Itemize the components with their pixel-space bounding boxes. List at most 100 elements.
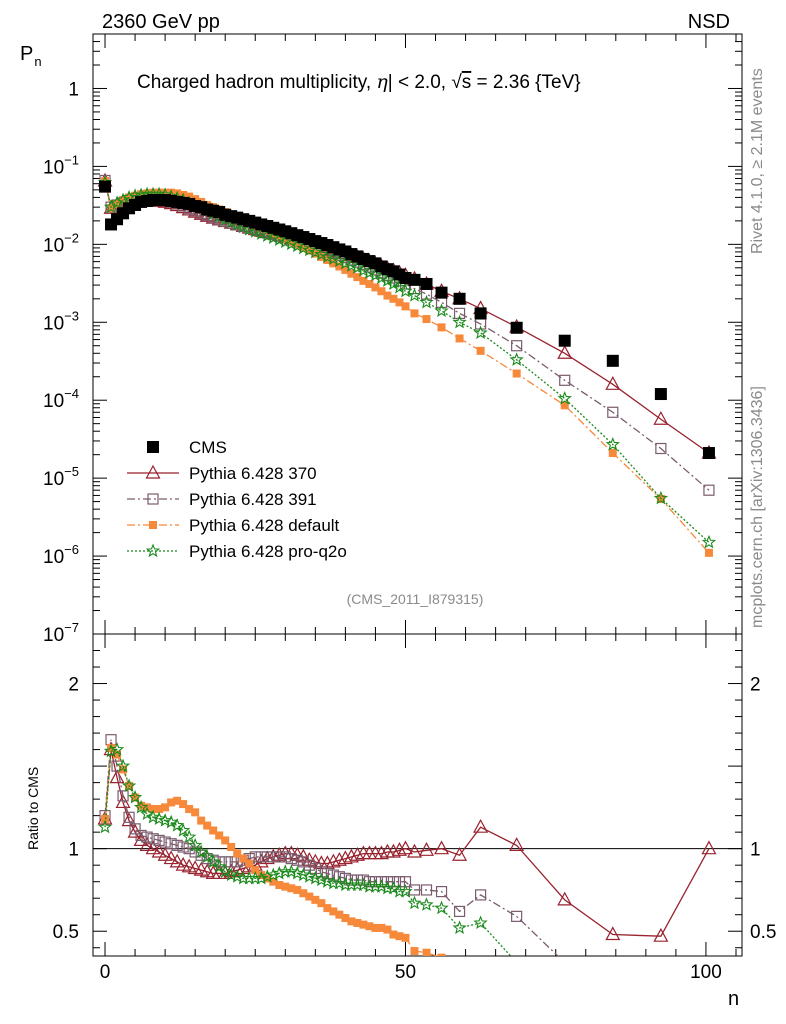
data-point-pythia-6-428-370 (253, 853, 269, 868)
data-point-pythia-6-428-default (311, 895, 320, 904)
data-point-pythia-6-428-370 (557, 345, 573, 359)
data-point-pythia-6-428-pro-q2o (278, 234, 293, 249)
data-point-pythia-6-428-370 (605, 376, 621, 390)
data-point-pythia-6-428-default (251, 866, 260, 875)
data-point-pythia-6-428-370 (349, 847, 365, 861)
data-point-pythia-6-428-370 (331, 851, 347, 866)
data-point-pythia-6-428-370 (109, 769, 125, 784)
data-point-pythia-6-428-pro-q2o (260, 869, 275, 883)
data-point-pythia-6-428-pro-q2o (338, 255, 353, 270)
legend-item-pythia-6-428-391: Pythia 6.428 391 (127, 490, 317, 509)
legend-item-pythia-6-428-pro-q2o: Pythia 6.428 pro-q2o (127, 542, 347, 561)
data-point-pythia-6-428-default (560, 401, 569, 410)
data-point-pythia-6-428-391 (511, 910, 523, 922)
data-point-pythia-6-428-pro-q2o (326, 251, 341, 265)
main-x-axis (104, 34, 737, 634)
data-point-pythia-6-428-pro-q2o (139, 806, 155, 821)
data-point-pythia-6-428-default (395, 298, 404, 307)
data-point-pythia-6-428-370 (473, 818, 489, 833)
data-point-pythia-6-428-370 (157, 847, 173, 861)
y-tick-label: 1 (68, 79, 79, 100)
data-point-pythia-6-428-pro-q2o (302, 242, 317, 257)
data-point-pythia-6-428-pro-q2o (284, 864, 299, 878)
data-point-pythia-6-428-default (341, 265, 350, 274)
data-point-pythia-6-428-pro-q2o (254, 226, 269, 240)
data-point-pythia-6-428-391 (129, 823, 141, 835)
data-point-pythia-6-428-370 (163, 850, 179, 865)
data-point-pythia-6-428-default (437, 323, 446, 332)
data-point-pythia-6-428-370 (145, 840, 161, 855)
data-point-pythia-6-428-391 (159, 836, 171, 848)
data-point-pythia-6-428-391 (261, 851, 273, 863)
data-point-pythia-6-428-pro-q2o (350, 260, 365, 274)
data-point-pythia-6-428-default (197, 816, 206, 825)
data-point-pythia-6-428-default (365, 922, 374, 931)
data-point-pythia-6-428-370 (337, 850, 353, 865)
legend-label: Pythia 6.428 pro-q2o (189, 542, 347, 561)
data-point-pythia-6-428-default (239, 854, 248, 863)
data-point-pythia-6-428-370 (605, 926, 621, 941)
data-point-pythia-6-428-pro-q2o (374, 879, 389, 893)
data-point-pythia-6-428-pro-q2o (127, 188, 143, 202)
data-point-pythia-6-428-default (185, 805, 194, 814)
data-point-pythia-6-428-default (389, 930, 398, 939)
data-point-pythia-6-428-pro-q2o (473, 325, 488, 340)
data-point-pythia-6-428-370 (701, 840, 717, 855)
x-tick-label: 0 (100, 962, 111, 983)
data-point-pythia-6-428-pro-q2o (386, 276, 401, 291)
data-point-pythia-6-428-default (221, 836, 230, 845)
data-point-pythia-6-428-default (383, 291, 392, 300)
data-point-pythia-6-428-pro-q2o (419, 294, 434, 309)
data-point-pythia-6-428-pro-q2o (308, 870, 323, 885)
data-point-pythia-6-428-pro-q2o (332, 875, 347, 890)
data-point-pythia-6-428-pro-q2o (392, 279, 407, 294)
analysis-id: (CMS_2011_I879315) (347, 591, 484, 607)
data-point-pythia-6-428-default (293, 885, 302, 894)
ratio-ylabel: Ratio to CMS (25, 767, 41, 850)
data-point-pythia-6-428-default (299, 243, 308, 252)
data-point-pythia-6-428-default (137, 801, 146, 810)
data-point-pythia-6-428-default (347, 269, 356, 278)
data-point-pythia-6-428-pro-q2o (473, 915, 488, 930)
data-point-pythia-6-428-pro-q2o (260, 228, 275, 243)
data-point-pythia-6-428-default (323, 904, 332, 913)
data-point-pythia-6-428-default (215, 831, 224, 840)
data-point-pythia-6-428-pro-q2o (701, 534, 717, 549)
data-point-pythia-6-428-default (311, 249, 320, 258)
data-point-pythia-6-428-391 (153, 834, 165, 847)
data-point-pythia-6-428-default (263, 874, 272, 883)
data-point-pythia-6-428-370 (121, 812, 137, 827)
data-point-cms (606, 354, 619, 367)
data-point-pythia-6-428-370 (271, 847, 287, 861)
data-point-pythia-6-428-370 (115, 794, 131, 809)
data-point-pythia-6-428-default (245, 859, 254, 868)
data-point-pythia-6-428-default (209, 826, 218, 835)
ratio-line-pythia-6-428-391 (104, 739, 559, 956)
data-point-pythia-6-428-default (371, 923, 380, 932)
data-point-cms (399, 271, 412, 284)
data-point-pythia-6-428-391 (345, 874, 357, 886)
data-point-pythia-6-428-pro-q2o (175, 822, 191, 837)
data-point-pythia-6-428-default (161, 803, 170, 812)
y-tick-label: 10−6 (43, 542, 79, 568)
legend-label: CMS (189, 438, 227, 457)
data-point-legend (145, 464, 161, 479)
data-point-pythia-6-428-default (341, 914, 350, 923)
data-point-pythia-6-428-pro-q2o (332, 253, 347, 268)
data-point-pythia-6-428-pro-q2o (115, 758, 131, 773)
legend-item-pythia-6-428-default: Pythia 6.428 default (127, 516, 340, 535)
data-point-cms (420, 277, 433, 290)
data-point-pythia-6-428-370 (509, 837, 525, 851)
data-point-legend (149, 521, 157, 529)
data-point-cms (702, 447, 715, 460)
legend: CMS Pythia 6.428 370 Pythia 6.428 391 Pythi… (127, 438, 347, 561)
x-tick-label: 50 (395, 962, 416, 983)
data-point-pythia-6-428-pro-q2o (296, 867, 311, 882)
data-point-pythia-6-428-pro-q2o (320, 874, 335, 888)
data-point-pythia-6-428-default (383, 925, 392, 934)
data-point-pythia-6-428-391 (559, 374, 571, 386)
legend-label: Pythia 6.428 370 (189, 464, 317, 483)
data-point-pythia-6-428-391 (420, 884, 433, 896)
data-point-pythia-6-428-default (359, 920, 368, 929)
data-point-pythia-6-428-pro-q2o (516, 955, 518, 956)
